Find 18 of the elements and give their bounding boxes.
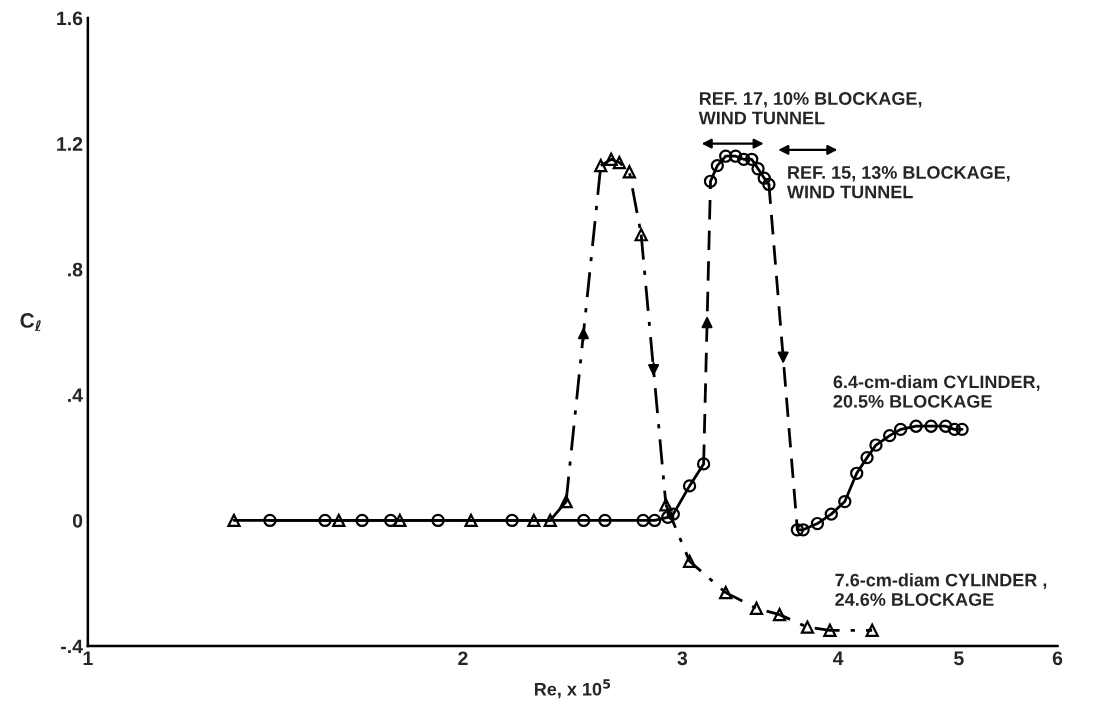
x-tick-label: 1	[83, 651, 93, 665]
y-tick-label: 1.2	[57, 137, 83, 151]
x-tick-label: 6	[1052, 651, 1063, 666]
series-label: 7.6-cm-diam CYLINDER , 24.6% BLOCKAGE	[835, 573, 1047, 606]
y-tick-label: .4	[68, 388, 83, 402]
annotation: REF. 15, 13% BLOCKAGE, WIND TUNNEL	[786, 166, 1010, 199]
x-tick-label: 4	[832, 651, 844, 665]
x-tick-label: 5	[954, 651, 964, 666]
series-label: 6.4-cm-diam CYLINDER, 20.5% BLOCKAGE	[833, 375, 1040, 408]
y-tick-label: 1.6	[57, 11, 83, 26]
annotation: REF. 17, 10% BLOCKAGE, WIND TUNNEL	[698, 92, 922, 125]
y-tick-label: -.4	[61, 639, 83, 654]
y-tick-label: 0	[72, 513, 83, 528]
x-tick-label: 3	[677, 651, 688, 666]
x-tick-label: 2	[458, 651, 468, 665]
y-axis-title: C$_{ℓ}$	[20, 313, 41, 332]
y-tick-label: .8	[68, 262, 83, 277]
x-axis-title: Re, x 10$^{5}$	[534, 679, 611, 699]
